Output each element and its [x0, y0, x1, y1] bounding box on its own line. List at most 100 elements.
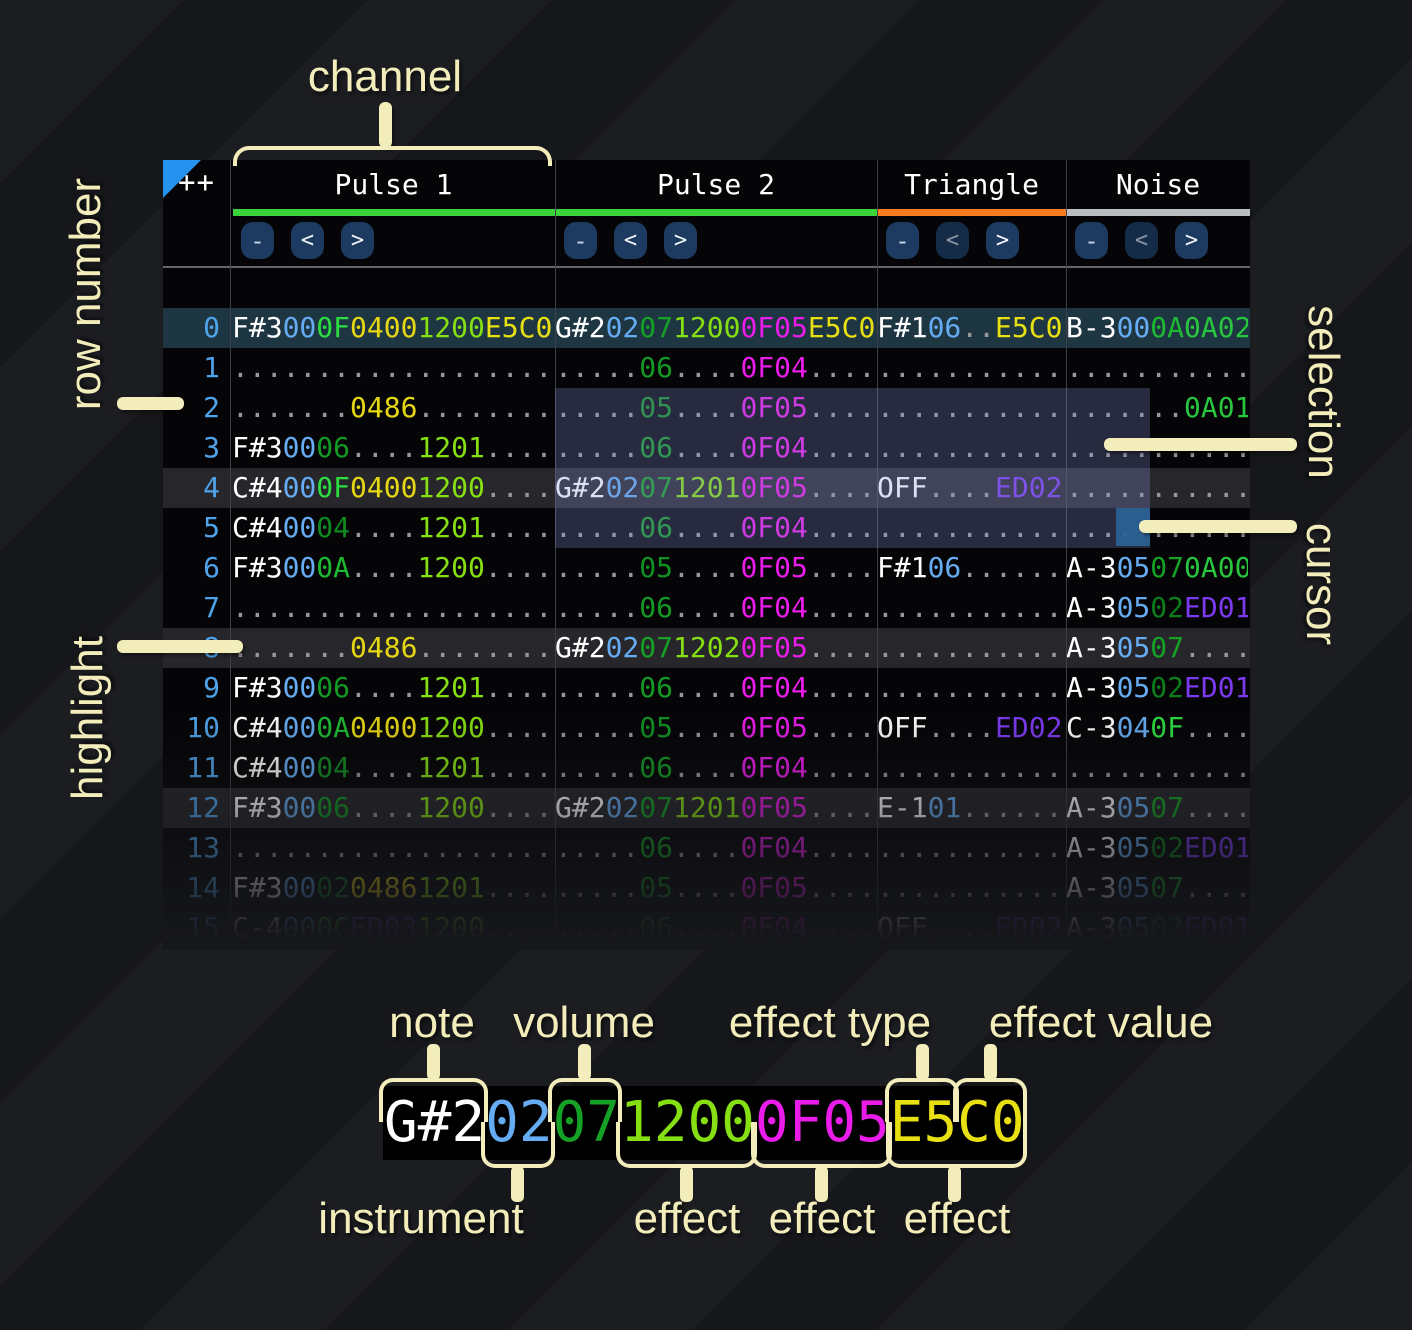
pattern-cell-triangle[interactable]: F#106..E5C0	[875, 308, 1064, 348]
pattern-cell-pulse1[interactable]: F#3000F04001200E5C0	[230, 308, 553, 348]
pattern-cell-noise[interactable]: B-3000A0A02	[1064, 308, 1248, 348]
legend-effect2-box	[751, 1122, 892, 1168]
pattern-cell-triangle[interactable]: ...........	[875, 388, 1064, 428]
token-v0A: 0A	[1150, 311, 1185, 344]
token-fxED: ED01	[1184, 591, 1248, 624]
pattern-cell-noise[interactable]: A-30502ED01	[1064, 668, 1248, 708]
next-pattern-button-noise[interactable]: >	[1175, 222, 1208, 259]
token-dots: .......	[232, 391, 351, 424]
prev-pattern-button-pulse1[interactable]: <	[291, 222, 324, 259]
token-inst: 00	[282, 471, 317, 504]
prev-pattern-button-noise[interactable]: <	[1125, 222, 1158, 259]
token-fx0F: 0F05	[740, 471, 808, 504]
pattern-cell-pulse2[interactable]: .....06....0F04....	[553, 668, 875, 708]
pattern-cell-triangle[interactable]: ...........	[875, 348, 1064, 388]
token-v0F: 0F	[316, 471, 351, 504]
pattern-cell-pulse2[interactable]: .....05....0F05....	[553, 388, 875, 428]
token-inst: 00	[282, 311, 317, 344]
prev-pattern-button-triangle[interactable]: <	[936, 222, 969, 259]
token-fx04: 0400	[350, 311, 418, 344]
token-fx12: 1200	[673, 311, 741, 344]
token-inst: 02	[605, 311, 640, 344]
token-v04: 04	[316, 511, 351, 544]
legend-effect1-stub	[680, 1166, 693, 1202]
pattern-cell-noise[interactable]: A-30507....	[1064, 628, 1248, 668]
mute-button-pulse1[interactable]: -	[241, 222, 274, 259]
next-pattern-button-triangle[interactable]: >	[986, 222, 1019, 259]
pattern-cell-pulse1[interactable]: C#4000F04001200....	[230, 468, 553, 508]
token-inst: 00	[282, 551, 317, 584]
token-dots: .....	[555, 551, 640, 584]
header-separator	[163, 266, 1250, 268]
pattern-cell-triangle[interactable]: OFF....ED02	[875, 468, 1064, 508]
pattern-cell-pulse1[interactable]: ...................	[230, 348, 553, 388]
pattern-cell-triangle[interactable]: ...........	[875, 588, 1064, 628]
pattern-corner-triangle-icon[interactable]	[163, 160, 201, 198]
token-inst: 00	[282, 671, 317, 704]
mute-button-triangle[interactable]: -	[886, 222, 919, 259]
pattern-cell-pulse2[interactable]: .....06....0F04....	[553, 508, 875, 548]
pattern-cell-pulse1[interactable]: C#40004....1201....	[230, 508, 553, 548]
token-fx0A: 0A02	[1184, 311, 1248, 344]
token-dots: ....	[927, 471, 996, 504]
pattern-cell-pulse1[interactable]: .......0486........	[230, 388, 553, 428]
add-pattern-label[interactable]: ++	[178, 165, 215, 199]
pattern-cell-pulse1[interactable]: .......0486........	[230, 628, 553, 668]
channel-name-pulse2[interactable]: Pulse 2	[555, 160, 877, 216]
token-note: A-3	[1066, 591, 1117, 624]
channel-name-noise[interactable]: Noise	[1066, 160, 1250, 216]
channel-underline-triangle	[878, 209, 1066, 216]
pattern-cell-triangle[interactable]: ...........	[875, 428, 1064, 468]
pattern-cell-pulse2[interactable]: .....06....0F04....	[553, 348, 875, 388]
pattern-cell-triangle[interactable]: ...........	[875, 628, 1064, 668]
token-inst: 02	[605, 471, 640, 504]
legend-effect2-label: effect	[768, 1194, 876, 1243]
token-fx04: 0486	[350, 391, 418, 424]
token-fx12: 1200	[417, 551, 485, 584]
pattern-cell-noise[interactable]: A-30502ED01	[1064, 588, 1248, 628]
pattern-cell-noise[interactable]: ...........	[1064, 348, 1248, 388]
next-pattern-button-pulse2[interactable]: >	[664, 222, 697, 259]
pattern-cell-pulse1[interactable]: F#30006....1201....	[230, 668, 553, 708]
pattern-cell-pulse2[interactable]: G#2020712000F05E5C0	[553, 308, 875, 348]
pattern-cell-triangle[interactable]: ...........	[875, 508, 1064, 548]
token-fxE5: E5C0	[807, 311, 875, 344]
channel-underline-pulse2	[556, 209, 877, 216]
pattern-cell-pulse2[interactable]: .....06....0F04....	[553, 588, 875, 628]
pattern-cell-noise[interactable]: ...........	[1064, 468, 1248, 508]
mute-button-pulse2[interactable]: -	[564, 222, 597, 259]
legend-token-note: G#2	[384, 1090, 486, 1155]
token-dots: ...........	[1066, 351, 1248, 384]
pattern-cell-pulse2[interactable]: G#2020712010F05....	[553, 468, 875, 508]
token-dots: ........	[417, 391, 553, 424]
prev-pattern-button-pulse2[interactable]: <	[614, 222, 647, 259]
pattern-cell-pulse1[interactable]: ...................	[230, 588, 553, 628]
token-fx12: 1200	[417, 311, 485, 344]
pattern-cell-noise[interactable]: A-305070A00	[1064, 548, 1248, 588]
mute-button-noise[interactable]: -	[1075, 222, 1108, 259]
pattern-cell-pulse1[interactable]: F#30006....1201....	[230, 428, 553, 468]
pattern-cell-noise[interactable]: .......0A01	[1064, 388, 1248, 428]
token-off: OFF	[877, 471, 928, 504]
pattern-row-1: 1................... .....06....0F04.....…	[163, 348, 1250, 388]
token-note: F#1	[877, 551, 928, 584]
pattern-cell-triangle[interactable]: F#106......	[875, 548, 1064, 588]
token-dots: ...........	[877, 511, 1063, 544]
channel-name-pulse1[interactable]: Pulse 1	[232, 160, 555, 216]
selection-overlay[interactable]	[555, 388, 1150, 548]
token-note: A-3	[1066, 671, 1117, 704]
column-separator	[230, 160, 231, 948]
pattern-cell-pulse1[interactable]: F#3000A....1200....	[230, 548, 553, 588]
pattern-cell-pulse2[interactable]: G#2020712020F05....	[553, 628, 875, 668]
legend-token-fx0F: 0F05	[754, 1090, 890, 1155]
pattern-cell-triangle[interactable]: ...........	[875, 668, 1064, 708]
pattern-cell-pulse2[interactable]: .....06....0F04....	[553, 428, 875, 468]
token-fx0A: 0A00	[1184, 551, 1248, 584]
pattern-cell-pulse2[interactable]: .....05....0F05....	[553, 548, 875, 588]
pattern-row-3: 3 F#30006....1201.... .....06....0F04.....…	[163, 428, 1250, 468]
legend-instrument-box	[481, 1122, 555, 1168]
token-dots: ....	[673, 431, 741, 464]
next-pattern-button-pulse1[interactable]: >	[341, 222, 374, 259]
channel-annotation-stub	[379, 102, 392, 148]
channel-name-triangle[interactable]: Triangle	[877, 160, 1066, 216]
